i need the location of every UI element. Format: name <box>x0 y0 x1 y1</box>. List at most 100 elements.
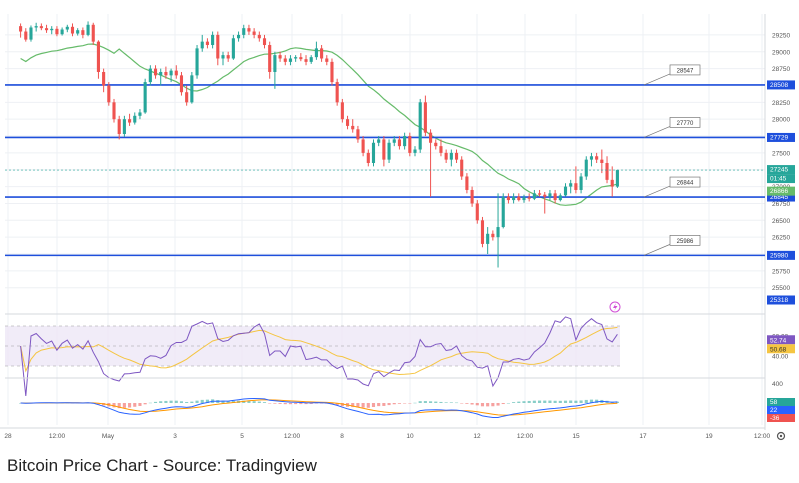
candle-body <box>589 156 594 160</box>
countdown-badge: 01:45 <box>770 176 787 183</box>
gear-ring <box>776 431 786 441</box>
macd-hist-bar <box>335 403 339 406</box>
candle-body <box>527 197 531 199</box>
candle <box>439 139 443 157</box>
candle-body <box>610 179 614 187</box>
candle <box>512 193 516 204</box>
macd-hist-bar <box>454 402 459 404</box>
price-tick-label: 28000 <box>772 117 790 124</box>
candle <box>517 193 521 202</box>
macd-hist-bar <box>595 399 599 403</box>
macd-hist-bar <box>164 400 168 403</box>
macd-hist-bar <box>506 402 510 404</box>
candle-body <box>491 233 495 238</box>
candle-body <box>216 34 220 59</box>
candle <box>387 139 391 164</box>
macd-hist-bar <box>112 403 116 408</box>
candle <box>361 136 365 157</box>
candle-body <box>288 58 293 62</box>
candle <box>470 186 474 207</box>
candle <box>247 24 251 35</box>
macd-hist-bar <box>288 403 293 405</box>
macd-hist-bar <box>532 400 536 403</box>
macd-hist-bar <box>449 402 453 403</box>
macd-hist-bar <box>460 403 464 404</box>
candle-body <box>387 142 391 160</box>
price-tick-label: 26750 <box>772 201 790 208</box>
candle <box>19 23 23 38</box>
candle-body <box>423 102 427 133</box>
candle-body <box>558 195 562 201</box>
time-tick-label: 28 <box>4 433 12 440</box>
candle <box>434 139 438 150</box>
price-badges: 28508 27729 26845 25980 25318 27245 01:45 26866 <box>5 80 795 305</box>
macd-hist-bar <box>371 403 376 408</box>
candle <box>366 149 370 167</box>
candle <box>226 51 230 62</box>
candle <box>480 216 485 248</box>
time-tick-label: 12 <box>473 433 481 440</box>
level-axis-badge-3: 25980 <box>770 252 788 259</box>
rsi-value-badge: 52.74 <box>770 337 787 344</box>
macd-hist-bar <box>423 401 427 403</box>
candle <box>351 119 355 133</box>
candle <box>356 125 360 143</box>
candle-body <box>247 28 251 32</box>
candle <box>330 58 334 86</box>
macd-hist-bar <box>283 403 287 405</box>
candle-body <box>179 75 184 93</box>
candle <box>397 136 401 150</box>
macd-hist-bar <box>486 403 490 407</box>
candle <box>257 31 261 42</box>
chart-caption: Bitcoin Price Chart - Source: Tradingvie… <box>7 456 317 475</box>
time-tick-label: 10 <box>406 433 414 440</box>
candle <box>574 166 578 194</box>
candle-body <box>143 82 147 113</box>
level-axis-badge-2: 26845 <box>770 194 788 201</box>
candle-body <box>190 75 194 103</box>
rsi-ma-line <box>20 326 618 376</box>
macd-hist-bar <box>429 401 433 403</box>
current-price-badge: 27245 <box>770 167 788 174</box>
time-tick-label: 17 <box>639 433 647 440</box>
candle <box>377 136 381 147</box>
candle-body <box>465 176 469 190</box>
settings-gear-icon[interactable] <box>776 431 786 441</box>
candle <box>465 173 469 194</box>
macd-hist-bar <box>548 400 552 403</box>
candle <box>429 129 433 197</box>
rsi-ma-badge-bg <box>767 344 795 354</box>
candle <box>117 115 121 140</box>
candle-body <box>211 34 215 46</box>
price-tick-label: 25500 <box>772 285 790 292</box>
level-axis-badge-1: 27729 <box>770 134 788 141</box>
candle-body <box>454 152 459 160</box>
candle <box>600 149 604 174</box>
candle-body <box>543 194 547 197</box>
candle <box>262 34 267 49</box>
candle <box>392 136 396 147</box>
macd-hist-bar <box>117 403 121 409</box>
candle-body <box>91 24 95 42</box>
candle <box>371 139 376 167</box>
candle <box>553 189 557 204</box>
lightning-icon[interactable] <box>609 301 621 313</box>
macd-hist-bar <box>418 401 422 403</box>
candle <box>153 65 158 79</box>
candle-body <box>70 26 75 34</box>
candle-body <box>112 102 116 120</box>
time-tick-label: 8 <box>340 433 344 440</box>
macd-hist-bar <box>475 403 479 406</box>
time-tick-label: 19 <box>705 433 713 440</box>
candle-body <box>480 220 485 244</box>
candle-body <box>330 61 334 83</box>
time-tick-label: 15 <box>572 433 580 440</box>
candle-body <box>444 152 448 160</box>
candle <box>299 53 303 62</box>
candle-body <box>231 38 235 59</box>
level-axis-badge-4-bg <box>767 295 795 305</box>
macd-hist-bar <box>382 403 386 406</box>
candle-body <box>252 31 256 35</box>
